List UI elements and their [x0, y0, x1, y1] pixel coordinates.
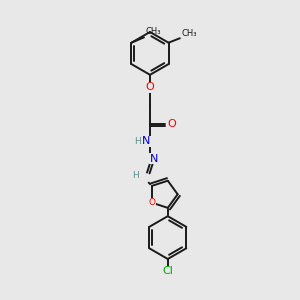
Text: H: H	[132, 171, 139, 180]
Text: CH₃: CH₃	[181, 29, 197, 38]
Text: H: H	[134, 137, 141, 146]
Text: O: O	[148, 198, 155, 207]
Text: O: O	[167, 118, 176, 128]
Text: CH₃: CH₃	[145, 27, 160, 36]
Text: N: N	[149, 154, 158, 164]
Text: N: N	[142, 136, 150, 146]
Text: O: O	[146, 82, 154, 92]
Text: Cl: Cl	[162, 266, 173, 277]
